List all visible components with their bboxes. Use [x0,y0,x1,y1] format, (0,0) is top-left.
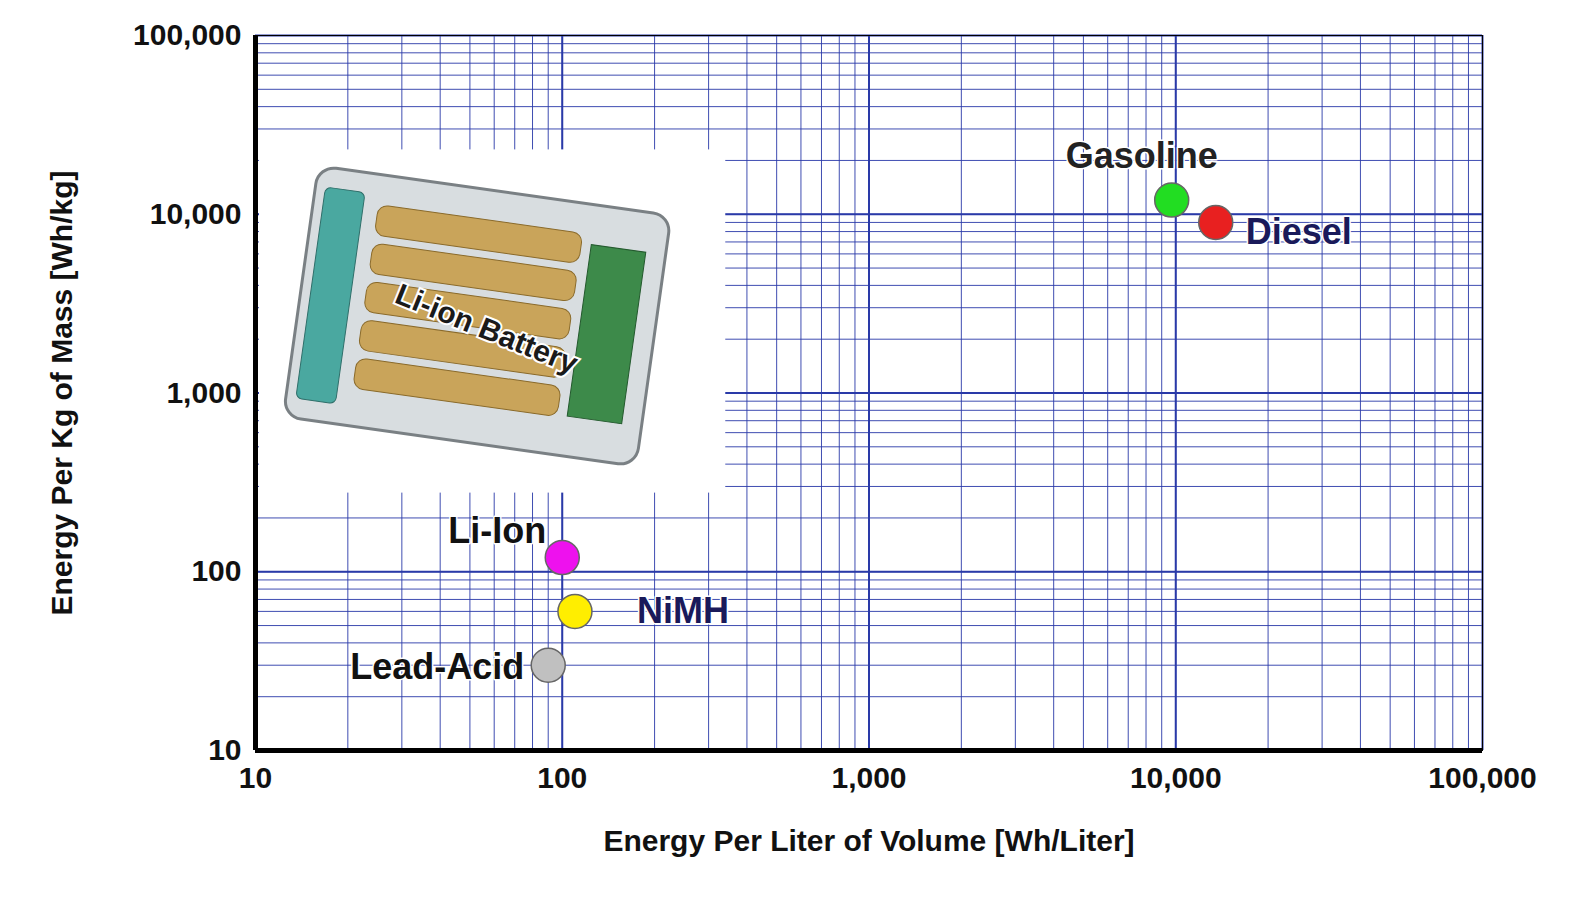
svg-text:100: 100 [191,554,241,587]
svg-text:Gasoline: Gasoline [1066,135,1218,176]
svg-text:Diesel: Diesel [1246,211,1352,252]
svg-text:1,000: 1,000 [831,761,906,794]
svg-text:Energy Per Liter of Volume [Wh: Energy Per Liter of Volume [Wh/Liter] [603,824,1134,857]
svg-text:Li-ion Battery: Li-ion Battery [391,277,583,380]
svg-text:100: 100 [537,761,587,794]
svg-text:NiMH: NiMH [637,590,729,631]
svg-text:10,000: 10,000 [1130,761,1222,794]
svg-text:Energy Per Kg of Mass [Wh/kg]: Energy Per Kg of Mass [Wh/kg] [45,170,78,615]
svg-text:Li-Ion: Li-Ion [448,510,546,551]
svg-text:100,000: 100,000 [133,18,241,51]
svg-text:10,000: 10,000 [150,197,242,230]
svg-text:100,000: 100,000 [1428,761,1536,794]
svg-text:Lead-Acid: Lead-Acid [350,646,524,687]
svg-text:1,000: 1,000 [166,376,241,409]
svg-text:10: 10 [208,733,241,766]
svg-text:10: 10 [239,761,272,794]
